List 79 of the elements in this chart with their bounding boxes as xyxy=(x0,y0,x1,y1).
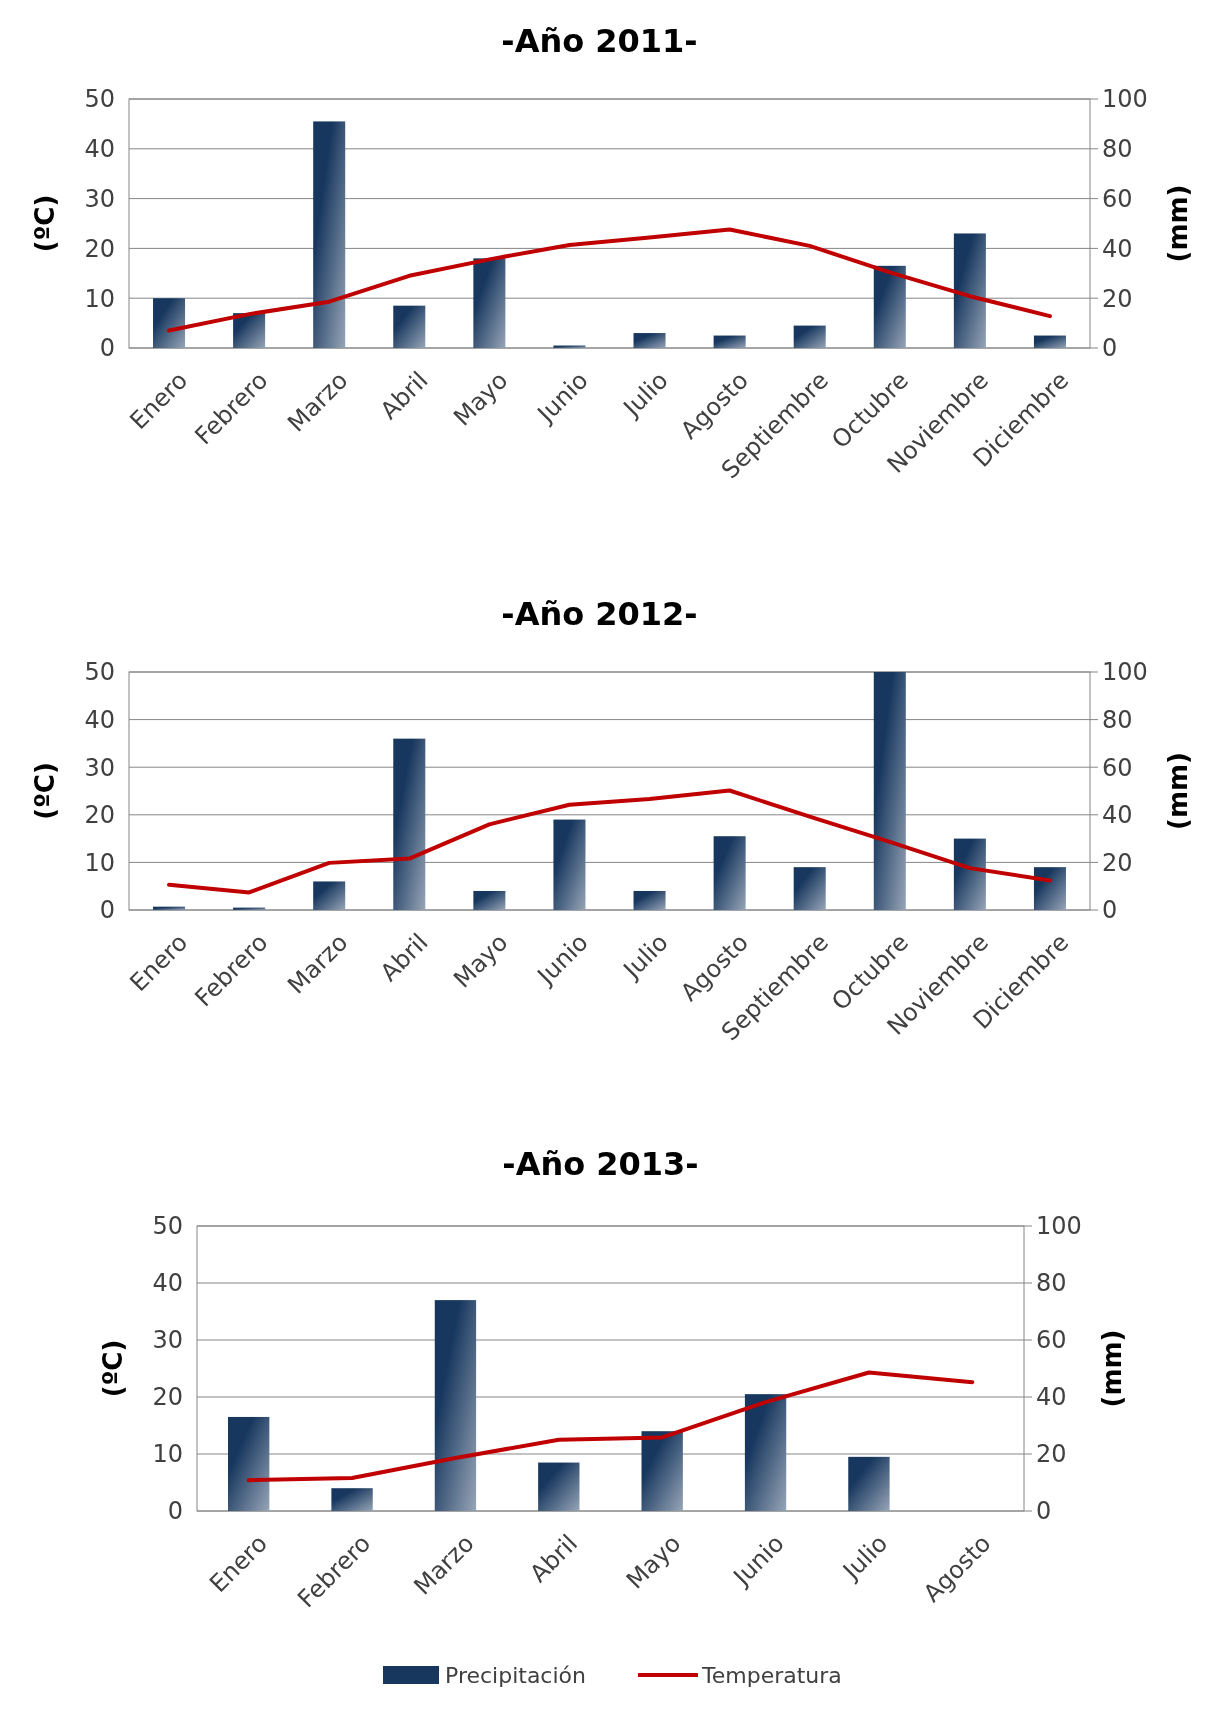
y2-tick-label: 20 xyxy=(1102,284,1133,313)
y-tick-label: 20 xyxy=(84,234,115,263)
bar xyxy=(793,325,826,348)
y2-tick-label: 60 xyxy=(1102,753,1133,782)
y2-tick-label: 100 xyxy=(1102,658,1148,687)
bar xyxy=(434,1300,477,1511)
y2-tick-label: 40 xyxy=(1102,234,1133,263)
chart-title: -Año 2011- xyxy=(501,22,698,60)
y-axis-title: (ºC) xyxy=(98,1339,128,1398)
y2-axis-title: (mm) xyxy=(1097,1329,1127,1408)
bar xyxy=(873,265,906,348)
legend-label: Precipitación xyxy=(445,1662,586,1688)
y2-tick-label: 40 xyxy=(1036,1383,1067,1412)
y-tick-label: 0 xyxy=(99,896,115,925)
y2-tick-label: 0 xyxy=(1102,334,1118,363)
bar xyxy=(393,738,426,910)
y2-tick-label: 80 xyxy=(1036,1269,1067,1298)
bar xyxy=(713,335,746,348)
y-tick-label: 0 xyxy=(99,334,115,363)
bar xyxy=(313,121,346,348)
y2-tick-label: 100 xyxy=(1102,85,1148,114)
y2-tick-label: 80 xyxy=(1102,135,1133,164)
y-tick-label: 50 xyxy=(84,85,115,114)
y-tick-label: 10 xyxy=(84,284,115,313)
bar xyxy=(744,1394,787,1511)
line-series xyxy=(167,227,1052,333)
bar xyxy=(641,1431,683,1511)
y-tick-label: 40 xyxy=(84,135,115,164)
line-series xyxy=(167,788,1052,895)
y2-tick-label: 20 xyxy=(1036,1440,1067,1469)
y2-tick-label: 100 xyxy=(1036,1212,1082,1241)
bar xyxy=(393,305,426,348)
bar xyxy=(1033,867,1066,910)
y-tick-label: 30 xyxy=(152,1326,183,1355)
y2-axis-title: (mm) xyxy=(1163,184,1193,263)
y-tick-label: 10 xyxy=(84,848,115,877)
y2-axis-title: (mm) xyxy=(1163,752,1193,830)
y-tick-label: 30 xyxy=(84,753,115,782)
y-tick-label: 20 xyxy=(152,1383,183,1412)
y2-tick-label: 60 xyxy=(1102,185,1133,213)
bar xyxy=(848,1456,890,1511)
y2-tick-label: 20 xyxy=(1102,848,1133,877)
chart-title: -Año 2012- xyxy=(501,595,698,633)
y-tick-label: 0 xyxy=(167,1497,183,1526)
bar xyxy=(153,906,186,910)
bar xyxy=(553,819,586,910)
bar xyxy=(233,313,266,348)
bar xyxy=(313,881,346,910)
y2-tick-label: 80 xyxy=(1102,706,1133,734)
y2-tick-label: 60 xyxy=(1036,1326,1067,1355)
line-series xyxy=(246,1370,975,1483)
y2-tick-label: 0 xyxy=(1102,896,1118,925)
bar xyxy=(473,890,506,910)
bar xyxy=(331,1488,373,1511)
y-tick-label: 50 xyxy=(152,1212,183,1241)
y-axis-title: (ºC) xyxy=(30,762,60,820)
y-tick-label: 30 xyxy=(84,185,115,213)
bar xyxy=(873,672,906,910)
y-tick-label: 50 xyxy=(84,658,115,687)
bar xyxy=(538,1462,580,1511)
bar xyxy=(793,867,826,910)
y-tick-label: 20 xyxy=(84,801,115,830)
bar xyxy=(1033,335,1066,348)
chart-title: -Año 2013- xyxy=(502,1145,699,1183)
bar xyxy=(473,258,506,348)
y2-tick-label: 0 xyxy=(1036,1497,1052,1526)
bar xyxy=(713,836,746,910)
y2-tick-label: 40 xyxy=(1102,801,1133,830)
bar xyxy=(633,890,666,910)
bar xyxy=(153,298,186,348)
y-axis-title: (ºC) xyxy=(30,194,60,253)
y-tick-label: 10 xyxy=(152,1440,183,1469)
bar xyxy=(228,1416,270,1511)
y-tick-label: 40 xyxy=(84,706,115,734)
bar xyxy=(953,233,986,348)
y-tick-label: 40 xyxy=(152,1269,183,1298)
bar xyxy=(633,333,666,348)
bar xyxy=(953,838,986,910)
legend-label: Temperatura xyxy=(701,1662,842,1688)
